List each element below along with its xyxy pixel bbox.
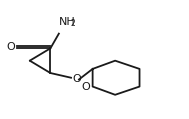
Text: 2: 2: [71, 19, 75, 28]
Text: NH: NH: [59, 17, 76, 27]
Text: O: O: [73, 74, 81, 84]
Text: O: O: [6, 42, 15, 52]
Text: O: O: [81, 82, 90, 92]
